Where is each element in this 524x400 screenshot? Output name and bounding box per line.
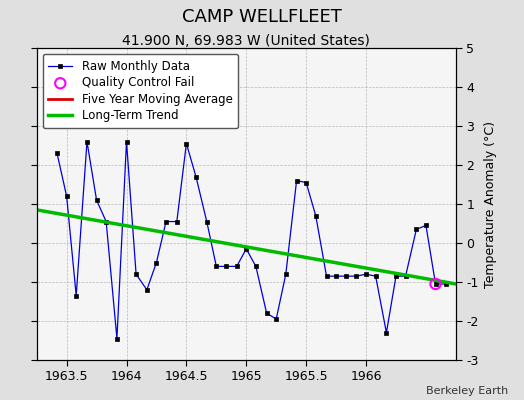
- Raw Monthly Data: [154, 260, 160, 265]
- Raw Monthly Data: [413, 227, 420, 232]
- Raw Monthly Data: [264, 311, 270, 316]
- Raw Monthly Data: [213, 264, 220, 269]
- Raw Monthly Data: [383, 330, 389, 335]
- Text: Berkeley Earth: Berkeley Earth: [426, 386, 508, 396]
- Text: CAMP WELLFLEET: CAMP WELLFLEET: [182, 8, 342, 26]
- Raw Monthly Data: [163, 219, 169, 224]
- Raw Monthly Data: [144, 287, 150, 292]
- Raw Monthly Data: [253, 264, 259, 269]
- Raw Monthly Data: [204, 219, 210, 224]
- Raw Monthly Data: [114, 336, 120, 341]
- Raw Monthly Data: [123, 139, 129, 144]
- Raw Monthly Data: [84, 139, 90, 144]
- Raw Monthly Data: [282, 272, 289, 277]
- Raw Monthly Data: [133, 272, 139, 277]
- Raw Monthly Data: [234, 264, 240, 269]
- Raw Monthly Data: [243, 246, 249, 251]
- Raw Monthly Data: [73, 293, 79, 298]
- Title: 41.900 N, 69.983 W (United States): 41.900 N, 69.983 W (United States): [122, 34, 370, 48]
- Raw Monthly Data: [293, 178, 300, 183]
- Raw Monthly Data: [54, 151, 60, 156]
- Raw Monthly Data: [93, 198, 100, 202]
- Raw Monthly Data: [313, 213, 319, 218]
- Raw Monthly Data: [103, 219, 110, 224]
- Raw Monthly Data: [173, 219, 180, 224]
- Quality Control Fail: [431, 281, 440, 287]
- Raw Monthly Data: [423, 223, 429, 228]
- Raw Monthly Data: [353, 274, 359, 278]
- Raw Monthly Data: [273, 317, 279, 322]
- Raw Monthly Data: [63, 194, 70, 198]
- Raw Monthly Data: [303, 180, 309, 185]
- Raw Monthly Data: [323, 274, 330, 278]
- Legend: Raw Monthly Data, Quality Control Fail, Five Year Moving Average, Long-Term Tren: Raw Monthly Data, Quality Control Fail, …: [42, 54, 238, 128]
- Raw Monthly Data: [223, 264, 229, 269]
- Raw Monthly Data: [183, 141, 190, 146]
- Raw Monthly Data: [443, 282, 450, 286]
- Raw Monthly Data: [193, 174, 199, 179]
- Raw Monthly Data: [373, 274, 379, 278]
- Raw Monthly Data: [343, 274, 349, 278]
- Raw Monthly Data: [333, 274, 339, 278]
- Line: Raw Monthly Data: Raw Monthly Data: [55, 140, 449, 341]
- Raw Monthly Data: [432, 282, 439, 286]
- Raw Monthly Data: [363, 272, 369, 277]
- Raw Monthly Data: [402, 274, 409, 278]
- Y-axis label: Temperature Anomaly (°C): Temperature Anomaly (°C): [484, 120, 497, 288]
- Raw Monthly Data: [393, 274, 399, 278]
